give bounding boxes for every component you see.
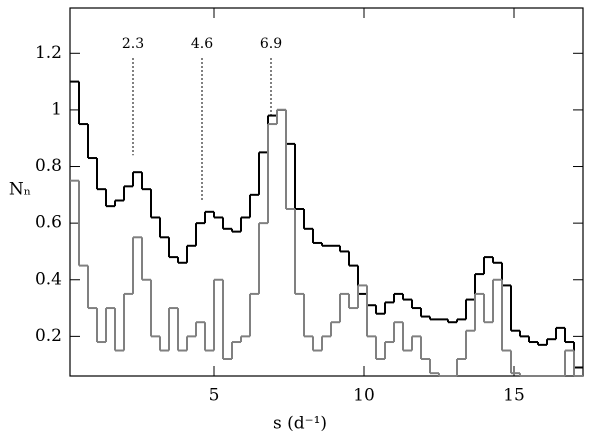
y-tick-label: 1	[51, 99, 62, 119]
x-tick-label: 15	[503, 386, 525, 406]
y-tick-label: 1.2	[35, 43, 62, 63]
x-tick-label: 5	[209, 386, 220, 406]
y-axis-label: Nₙ	[9, 180, 31, 200]
annotation-label: 2.3	[122, 36, 144, 52]
annotation-label: 4.6	[191, 36, 213, 52]
y-tick-label: 0.4	[35, 269, 62, 289]
plot-frame	[69, 7, 584, 377]
x-axis-label: s (d⁻¹)	[273, 414, 327, 434]
x-tick-label: 10	[353, 386, 375, 406]
y-tick-label: 0.6	[35, 213, 62, 233]
annotation-label: 6.9	[260, 36, 282, 52]
y-tick-label: 0.8	[35, 156, 62, 176]
y-tick-label: 0.2	[35, 326, 62, 346]
